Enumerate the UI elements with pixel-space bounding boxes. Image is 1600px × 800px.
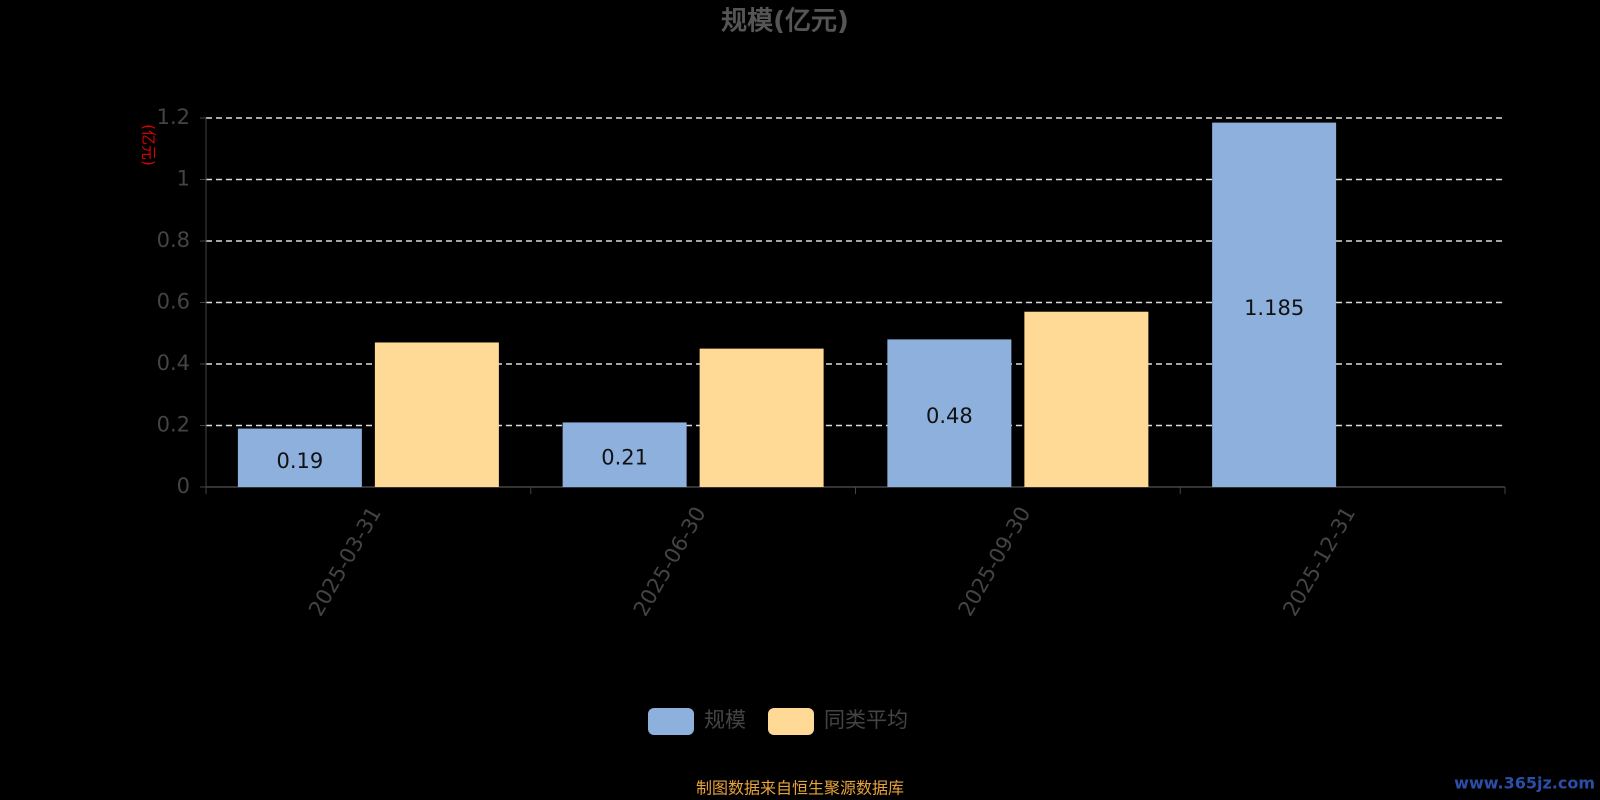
y-tick-label: 1.2 (157, 105, 190, 129)
y-tick-label: 0.4 (157, 351, 190, 375)
data-label: 0.19 (276, 449, 323, 473)
bar (1212, 122, 1337, 488)
y-axis-label: (亿元) (140, 124, 158, 166)
legend-swatch[interactable] (648, 708, 694, 735)
bar (887, 339, 1012, 487)
y-tick-label: 0 (177, 474, 190, 498)
y-tick-label: 0.6 (157, 290, 190, 314)
data-label: 0.21 (601, 446, 648, 470)
bar (562, 422, 687, 487)
source-note: 制图数据来自恒生聚源数据库 (696, 779, 904, 798)
y-tick-label: 1 (177, 167, 190, 191)
bar (237, 428, 362, 487)
bar (374, 342, 499, 487)
y-tick-label: 0.2 (157, 413, 190, 437)
watermark: www.365jz.com (1454, 774, 1595, 793)
data-label: 0.48 (926, 404, 973, 428)
chart-title: 规模(亿元) (721, 7, 849, 37)
bar (699, 348, 824, 487)
legend-swatch[interactable] (768, 708, 814, 735)
data-label: 1.185 (1244, 296, 1304, 320)
bar (1024, 311, 1149, 487)
y-tick-label: 0.8 (157, 228, 190, 252)
legend-label[interactable]: 规模 (704, 708, 746, 732)
legend-label[interactable]: 同类平均 (824, 708, 908, 732)
